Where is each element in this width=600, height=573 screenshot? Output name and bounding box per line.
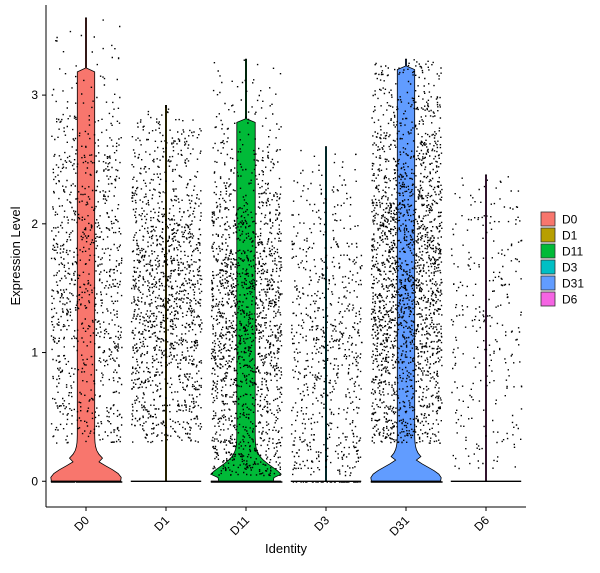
legend-label: D0	[562, 213, 578, 227]
x-tick-label: D6	[471, 513, 492, 534]
jitter-points-layer	[50, 19, 523, 483]
x-tick-label: D31	[387, 513, 413, 539]
legend-item-D6: D6	[540, 291, 578, 307]
y-tick-label: 2	[31, 217, 38, 231]
legend-key	[540, 211, 556, 227]
y-tick-label: 1	[31, 346, 38, 360]
legend-item-D1: D1	[540, 227, 578, 243]
legend-key	[540, 243, 556, 259]
x-axis-label: Identity	[265, 541, 307, 556]
legend-label: D3	[562, 261, 578, 275]
legend-item-D3: D3	[540, 259, 578, 275]
legend: D0 D1 D11 D3 D31 D6	[540, 211, 584, 307]
violin-D6	[485, 174, 487, 482]
legend-key	[540, 259, 556, 275]
axes-layer	[45, 5, 526, 508]
x-tick-label: D1	[151, 513, 172, 534]
legend-item-D0: D0	[540, 211, 578, 227]
points-D11	[210, 59, 283, 483]
violin-D1	[165, 105, 167, 482]
y-axis-label: Expression Level	[8, 206, 23, 305]
legend-item-D31: D31	[540, 275, 584, 291]
violin-D0	[50, 17, 122, 482]
violin-D3	[325, 146, 327, 482]
legend-label: D1	[562, 229, 578, 243]
legend-item-D11: D11	[540, 243, 583, 259]
x-tick-label: D3	[311, 513, 332, 534]
violin-layer	[50, 17, 522, 482]
violin-D31	[370, 58, 442, 482]
legend-label: D11	[562, 245, 583, 259]
points-D31	[370, 59, 443, 483]
y-ticks: 0 1 2 3	[31, 88, 46, 488]
x-ticks: D0 D1 D11 D3 D31 D6	[71, 507, 492, 539]
legend-label: D31	[562, 277, 584, 291]
legend-key	[540, 291, 556, 307]
legend-label: D6	[562, 293, 578, 307]
points-D3	[290, 149, 363, 483]
legend-key	[540, 227, 556, 243]
legend-key	[540, 275, 556, 291]
y-tick-label: 0	[31, 474, 38, 488]
x-tick-label: D11	[227, 513, 252, 538]
y-tick-label: 3	[31, 88, 38, 102]
x-tick-label: D0	[71, 513, 92, 534]
